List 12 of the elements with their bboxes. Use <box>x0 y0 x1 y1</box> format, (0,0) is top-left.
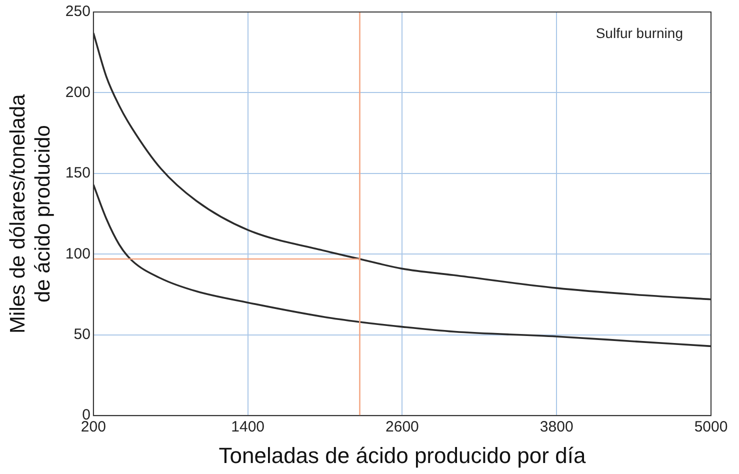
x-tick-label: 1400 <box>231 418 265 436</box>
annotation: Sulfur burning <box>596 25 683 41</box>
y-axis-title: Miles de dólares/tonelada de ácido producido <box>6 94 55 334</box>
y-tick-label: 100 <box>65 245 90 262</box>
y-tick-label: 150 <box>65 164 90 182</box>
y-tick-label: 250 <box>65 3 90 20</box>
x-tick-label: 3800 <box>540 418 574 436</box>
x-tick-label: 2600 <box>386 418 419 436</box>
y-tick-label: 50 <box>74 326 90 344</box>
x-tick-label: 5000 <box>694 418 728 436</box>
x-axis-title: Toneladas de ácido producido por día <box>218 442 586 468</box>
y-tick-label: 200 <box>65 84 90 101</box>
